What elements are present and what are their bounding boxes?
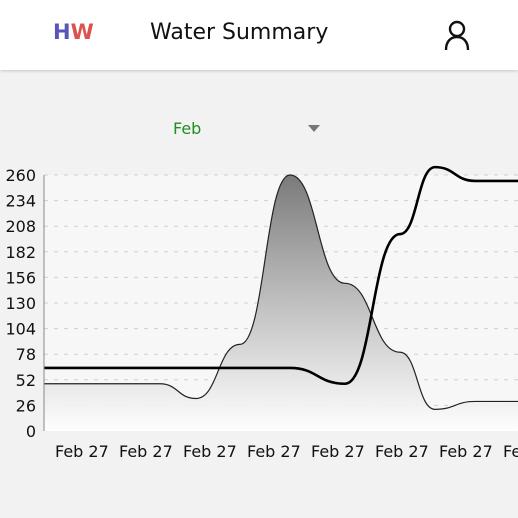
x-tick-label: Feb 27 xyxy=(311,442,365,460)
user-icon[interactable] xyxy=(443,20,471,52)
app-logo[interactable]: HW xyxy=(53,20,94,44)
y-tick-label: 26 xyxy=(16,396,36,415)
x-tick-label: Feb 27 xyxy=(183,442,237,460)
y-tick-label: 156 xyxy=(5,268,36,287)
logo-letter-h: H xyxy=(53,20,71,44)
logo-letter-w: W xyxy=(70,20,94,44)
y-tick-label: 78 xyxy=(16,345,36,364)
y-tick-label: 0 xyxy=(26,422,36,441)
x-tick-label: Feb 27 xyxy=(247,442,301,460)
series-1-area-fill xyxy=(44,175,518,431)
series-area xyxy=(44,175,518,431)
series-line xyxy=(43,165,518,410)
series-2-line xyxy=(43,165,518,386)
y-tick-label: 234 xyxy=(5,192,36,211)
y-tick-label: 182 xyxy=(5,243,36,262)
x-tick-label: Fe xyxy=(503,442,518,460)
month-dropdown[interactable]: Feb xyxy=(140,112,330,146)
y-tick-label: 130 xyxy=(5,294,36,313)
y-tick-label: 104 xyxy=(5,320,36,339)
y-tick-label: 208 xyxy=(5,217,36,236)
dropdown-arrow-icon xyxy=(308,125,320,132)
y-axis-ticks: 0 26 52 78 104 130 156 182 208 234 260 xyxy=(5,166,36,441)
x-tick-label: Feb 27 xyxy=(119,442,173,460)
x-axis-ticks: Feb 27 Feb 27 Feb 27 Feb 27 Feb 27 Feb 27 Feb … xyxy=(55,442,518,460)
app-bar: HW Water Summary xyxy=(0,0,518,70)
page-title: Water Summary xyxy=(150,20,329,45)
y-tick-label: 260 xyxy=(5,166,36,185)
x-tick-label: Feb 27 xyxy=(375,442,429,460)
x-tick-label: Feb 27 xyxy=(55,442,109,460)
y-tick-label: 52 xyxy=(16,371,36,390)
x-tick-label: Feb 27 xyxy=(439,442,493,460)
series-1-line xyxy=(43,174,518,410)
month-dropdown-value: Feb xyxy=(173,119,202,138)
